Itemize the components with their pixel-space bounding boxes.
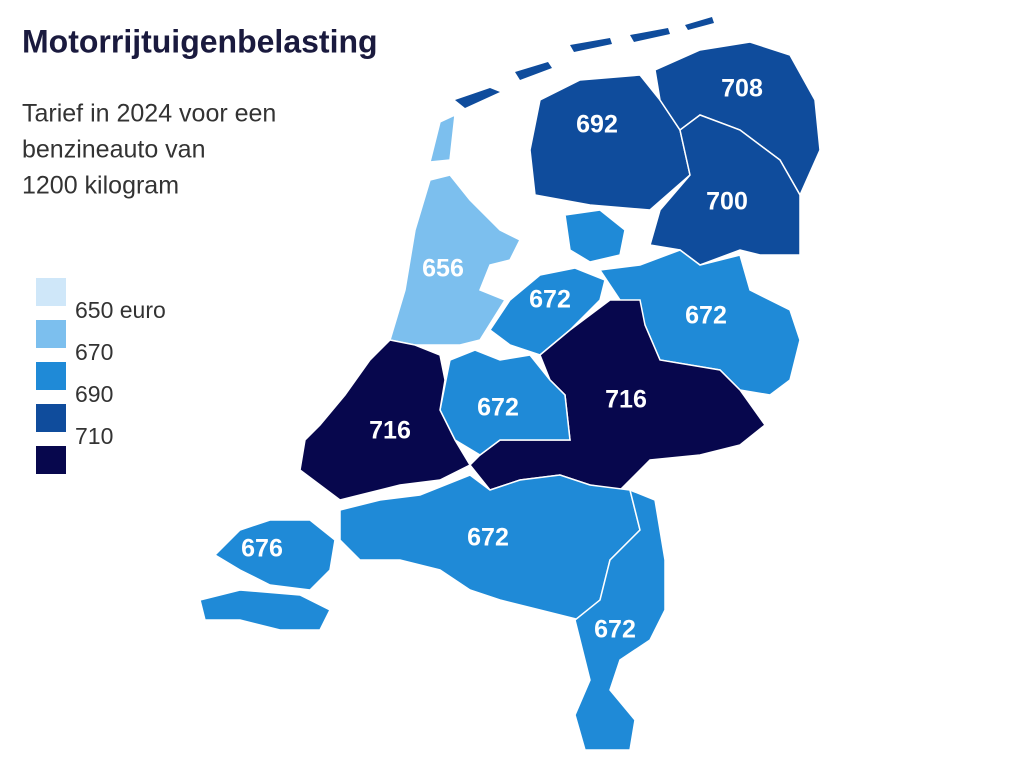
province [299,339,472,501]
legend-swatch [36,362,66,390]
subtitle: 1200 kilogram [22,172,179,200]
subtitle: Tarief in 2024 voor een [22,100,276,128]
province [574,488,666,751]
regions [199,41,821,751]
legend-swatch [36,404,66,432]
value-label: 672 [477,394,519,422]
title: Motorrijtuigenbelasting [22,23,378,59]
value-label: 692 [576,111,618,139]
islands [455,17,714,108]
legend-label: 690 [75,381,113,407]
legend: 650 euro 670 690 710 [36,278,166,474]
value-label: 672 [529,286,571,314]
labels: 692 708 700 656 672 672 716 672 716 676 … [241,75,763,644]
value-label: 708 [721,75,763,103]
value-label: 716 [605,386,647,414]
legend-swatch [36,278,66,306]
value-label: 672 [685,302,727,330]
value-label: 700 [706,188,748,216]
island [455,88,500,108]
subtitle: benzineauto van [22,136,205,164]
value-label: 672 [467,524,509,552]
legend-label: 670 [75,339,113,365]
legend-swatch [36,320,66,348]
island [685,17,714,30]
legend-swatch [36,446,66,474]
island [515,62,552,80]
value-label: 656 [422,255,464,283]
island [630,28,670,42]
value-label: 676 [241,535,283,563]
value-label: 716 [369,417,411,445]
province [199,519,336,631]
province [649,114,801,266]
legend-label: 710 [75,423,113,449]
island [570,38,612,52]
province [488,209,626,356]
value-label: 672 [594,616,636,644]
legend-label: 650 euro [75,297,166,323]
province [389,113,522,346]
